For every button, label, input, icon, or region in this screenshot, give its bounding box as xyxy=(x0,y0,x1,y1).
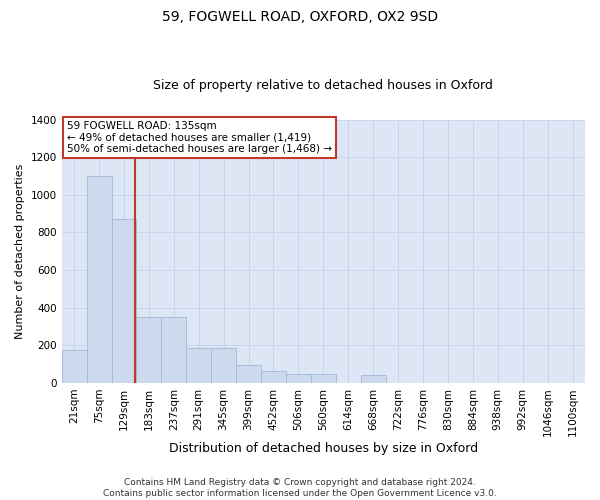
Bar xyxy=(236,365,261,383)
Text: Contains HM Land Registry data © Crown copyright and database right 2024.
Contai: Contains HM Land Registry data © Crown c… xyxy=(103,478,497,498)
Bar xyxy=(112,220,136,383)
Bar xyxy=(211,348,236,383)
Bar xyxy=(136,317,161,383)
Bar xyxy=(261,370,286,383)
Bar xyxy=(361,376,386,383)
Bar xyxy=(311,374,336,383)
Bar xyxy=(62,350,86,383)
Bar xyxy=(286,374,311,383)
Text: 59, FOGWELL ROAD, OXFORD, OX2 9SD: 59, FOGWELL ROAD, OXFORD, OX2 9SD xyxy=(162,10,438,24)
Text: 59 FOGWELL ROAD: 135sqm
← 49% of detached houses are smaller (1,419)
50% of semi: 59 FOGWELL ROAD: 135sqm ← 49% of detache… xyxy=(67,121,332,154)
Bar xyxy=(86,176,112,383)
X-axis label: Distribution of detached houses by size in Oxford: Distribution of detached houses by size … xyxy=(169,442,478,455)
Y-axis label: Number of detached properties: Number of detached properties xyxy=(15,164,25,339)
Bar xyxy=(161,317,186,383)
Bar xyxy=(186,348,211,383)
Title: Size of property relative to detached houses in Oxford: Size of property relative to detached ho… xyxy=(154,79,493,92)
